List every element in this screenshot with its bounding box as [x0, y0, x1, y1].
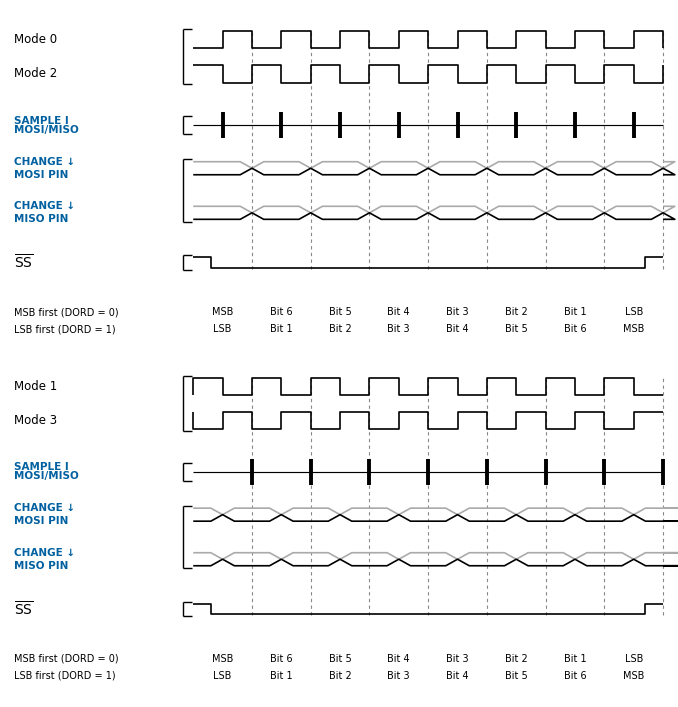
Text: Bit 2: Bit 2	[329, 325, 351, 334]
Text: MSB first (DORD = 0): MSB first (DORD = 0)	[14, 308, 118, 317]
Text: Bit 4: Bit 4	[446, 325, 468, 334]
Text: SAMPLE I: SAMPLE I	[14, 116, 68, 126]
Text: Bit 2: Bit 2	[505, 308, 527, 317]
Text: Bit 4: Bit 4	[388, 654, 410, 664]
Text: Mode 3: Mode 3	[14, 414, 57, 427]
Text: LSB first (DORD = 1): LSB first (DORD = 1)	[14, 325, 115, 334]
Text: MOSI/MISO: MOSI/MISO	[14, 472, 79, 481]
Text: MSB: MSB	[212, 308, 233, 317]
Text: Mode 2: Mode 2	[14, 67, 57, 81]
Text: SAMPLE I: SAMPLE I	[14, 462, 68, 472]
Text: Mode 1: Mode 1	[14, 380, 57, 392]
Text: LSB: LSB	[624, 654, 643, 664]
Text: LSB first (DORD = 1): LSB first (DORD = 1)	[14, 671, 115, 681]
Text: CHANGE ↓: CHANGE ↓	[14, 548, 75, 558]
Text: Bit 5: Bit 5	[505, 671, 527, 681]
Text: MOSI PIN: MOSI PIN	[14, 516, 68, 526]
Text: Bit 6: Bit 6	[270, 308, 293, 317]
Text: LSB: LSB	[214, 671, 232, 681]
Text: Bit 3: Bit 3	[388, 671, 410, 681]
Text: CHANGE ↓: CHANGE ↓	[14, 157, 75, 167]
Text: Bit 5: Bit 5	[329, 308, 351, 317]
Text: Bit 4: Bit 4	[388, 308, 410, 317]
Text: Bit 1: Bit 1	[563, 308, 586, 317]
Text: MISO PIN: MISO PIN	[14, 561, 68, 571]
Text: Bit 1: Bit 1	[270, 325, 293, 334]
Text: Mode 0: Mode 0	[14, 33, 57, 46]
Text: LSB: LSB	[214, 325, 232, 334]
Text: Bit 6: Bit 6	[270, 654, 293, 664]
Text: Bit 4: Bit 4	[446, 671, 468, 681]
Text: Bit 1: Bit 1	[270, 671, 293, 681]
Text: MSB: MSB	[623, 325, 644, 334]
Text: Bit 2: Bit 2	[329, 671, 351, 681]
Text: Bit 2: Bit 2	[505, 654, 527, 664]
Text: $\overline{\mathrm{SS}}$: $\overline{\mathrm{SS}}$	[14, 253, 33, 271]
Text: Bit 6: Bit 6	[563, 671, 586, 681]
Text: MOSI PIN: MOSI PIN	[14, 170, 68, 180]
Text: MSB: MSB	[623, 671, 644, 681]
Text: Bit 3: Bit 3	[388, 325, 410, 334]
Text: Bit 1: Bit 1	[563, 654, 586, 664]
Text: Bit 3: Bit 3	[446, 654, 468, 664]
Text: Bit 5: Bit 5	[505, 325, 527, 334]
Text: Bit 3: Bit 3	[446, 308, 468, 317]
Text: Bit 5: Bit 5	[329, 654, 351, 664]
Text: LSB: LSB	[624, 308, 643, 317]
Text: $\overline{\mathrm{SS}}$: $\overline{\mathrm{SS}}$	[14, 600, 33, 618]
Text: CHANGE ↓: CHANGE ↓	[14, 201, 75, 211]
Text: Bit 6: Bit 6	[563, 325, 586, 334]
Text: MISO PIN: MISO PIN	[14, 214, 68, 224]
Text: MSB: MSB	[212, 654, 233, 664]
Text: CHANGE ↓: CHANGE ↓	[14, 503, 75, 513]
Text: MOSI/MISO: MOSI/MISO	[14, 125, 79, 135]
Text: MSB first (DORD = 0): MSB first (DORD = 0)	[14, 654, 118, 664]
